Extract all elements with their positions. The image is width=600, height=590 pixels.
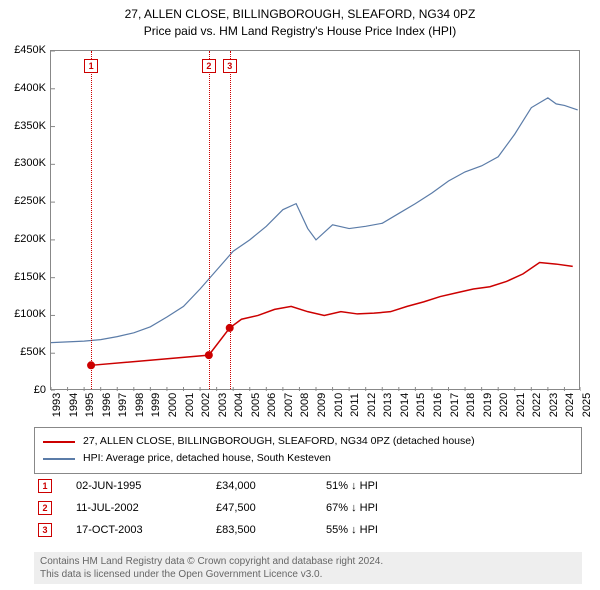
y-tick-label: £0 xyxy=(0,384,46,396)
y-tick-label: £200K xyxy=(0,233,46,245)
x-tick-label: 2010 xyxy=(333,393,345,417)
sale-row: 3 17-OCT-2003£83,50055% ↓ HPI xyxy=(34,519,582,541)
x-tick-label: 2002 xyxy=(200,393,212,417)
marker-number-box: 1 xyxy=(84,59,98,73)
x-tick-label: 2025 xyxy=(581,393,593,417)
title-address: 27, ALLEN CLOSE, BILLINGBOROUGH, SLEAFOR… xyxy=(0,6,600,23)
sale-marker-box: 2 xyxy=(38,501,52,515)
legend-box: 27, ALLEN CLOSE, BILLINGBOROUGH, SLEAFOR… xyxy=(34,427,582,474)
x-tick-label: 1998 xyxy=(134,393,146,417)
marker-vline xyxy=(91,51,92,389)
sale-marker-box: 3 xyxy=(38,523,52,537)
x-tick-label: 1993 xyxy=(51,393,63,417)
y-tick-label: £100K xyxy=(0,308,46,320)
x-tick-label: 2014 xyxy=(399,393,411,417)
legend-label: HPI: Average price, detached house, Sout… xyxy=(83,451,331,467)
y-tick-label: £300K xyxy=(0,157,46,169)
x-tick-label: 1995 xyxy=(84,393,96,417)
sale-price: £34,000 xyxy=(216,480,326,492)
x-tick-label: 2013 xyxy=(382,393,394,417)
x-tick-label: 2011 xyxy=(349,393,361,417)
x-tick-label: 2018 xyxy=(465,393,477,417)
x-tick-label: 2001 xyxy=(184,393,196,417)
x-tick-label: 1994 xyxy=(68,393,80,417)
x-tick-label: 2022 xyxy=(531,393,543,417)
marker-number-box: 2 xyxy=(202,59,216,73)
footer-line2: This data is licensed under the Open Gov… xyxy=(40,568,576,581)
y-tick-label: £350K xyxy=(0,120,46,132)
y-tick-label: £50K xyxy=(0,346,46,358)
marker-vline xyxy=(230,51,231,389)
x-tick-label: 2005 xyxy=(250,393,262,417)
y-tick-label: £150K xyxy=(0,271,46,283)
x-tick-label: 2003 xyxy=(217,393,229,417)
title-subtitle: Price paid vs. HM Land Registry's House … xyxy=(0,23,600,40)
x-tick-label: 2019 xyxy=(482,393,494,417)
x-tick-label: 2020 xyxy=(498,393,510,417)
x-tick-label: 2007 xyxy=(283,393,295,417)
x-tick-label: 2023 xyxy=(548,393,560,417)
sales-table: 1 02-JUN-1995£34,00051% ↓ HPI 2 11-JUL-2002… xyxy=(34,475,582,541)
sale-date: 11-JUL-2002 xyxy=(76,502,216,514)
x-tick-label: 2004 xyxy=(233,393,245,417)
y-tick-label: £450K xyxy=(0,44,46,56)
legend-swatch xyxy=(43,458,75,460)
plot-area: 123 199319941995199619971998199920002001… xyxy=(50,50,580,390)
marker-number-box: 3 xyxy=(223,59,237,73)
x-tick-label: 2009 xyxy=(316,393,328,417)
marker-vline xyxy=(209,51,210,389)
x-tick-label: 2021 xyxy=(515,393,527,417)
x-tick-label: 1996 xyxy=(101,393,113,417)
legend-item: 27, ALLEN CLOSE, BILLINGBOROUGH, SLEAFOR… xyxy=(43,434,573,450)
chart-svg xyxy=(51,51,581,391)
x-tick-label: 2016 xyxy=(432,393,444,417)
legend-item: HPI: Average price, detached house, Sout… xyxy=(43,451,573,467)
x-tick-label: 2015 xyxy=(415,393,427,417)
sale-price: £47,500 xyxy=(216,502,326,514)
sale-marker-box: 1 xyxy=(38,479,52,493)
sale-pct-vs-hpi: 51% ↓ HPI xyxy=(326,480,466,492)
x-tick-label: 2012 xyxy=(366,393,378,417)
x-tick-label: 2000 xyxy=(167,393,179,417)
x-tick-label: 1999 xyxy=(150,393,162,417)
sale-pct-vs-hpi: 55% ↓ HPI xyxy=(326,524,466,536)
sale-row: 2 11-JUL-2002£47,50067% ↓ HPI xyxy=(34,497,582,519)
x-tick-label: 2006 xyxy=(266,393,278,417)
sale-date: 17-OCT-2003 xyxy=(76,524,216,536)
x-tick-label: 1997 xyxy=(117,393,129,417)
legend-swatch xyxy=(43,441,75,443)
footer-attribution: Contains HM Land Registry data © Crown c… xyxy=(34,552,582,584)
chart-container: 27, ALLEN CLOSE, BILLINGBOROUGH, SLEAFOR… xyxy=(0,0,600,590)
sale-pct-vs-hpi: 67% ↓ HPI xyxy=(326,502,466,514)
chart-title: 27, ALLEN CLOSE, BILLINGBOROUGH, SLEAFOR… xyxy=(0,0,600,40)
footer-line1: Contains HM Land Registry data © Crown c… xyxy=(40,555,576,568)
y-tick-label: £250K xyxy=(0,195,46,207)
y-tick-label: £400K xyxy=(0,82,46,94)
sale-row: 1 02-JUN-1995£34,00051% ↓ HPI xyxy=(34,475,582,497)
sale-date: 02-JUN-1995 xyxy=(76,480,216,492)
x-tick-label: 2008 xyxy=(299,393,311,417)
x-tick-label: 2017 xyxy=(449,393,461,417)
sale-price: £83,500 xyxy=(216,524,326,536)
legend-label: 27, ALLEN CLOSE, BILLINGBOROUGH, SLEAFOR… xyxy=(83,434,475,450)
x-tick-label: 2024 xyxy=(564,393,576,417)
